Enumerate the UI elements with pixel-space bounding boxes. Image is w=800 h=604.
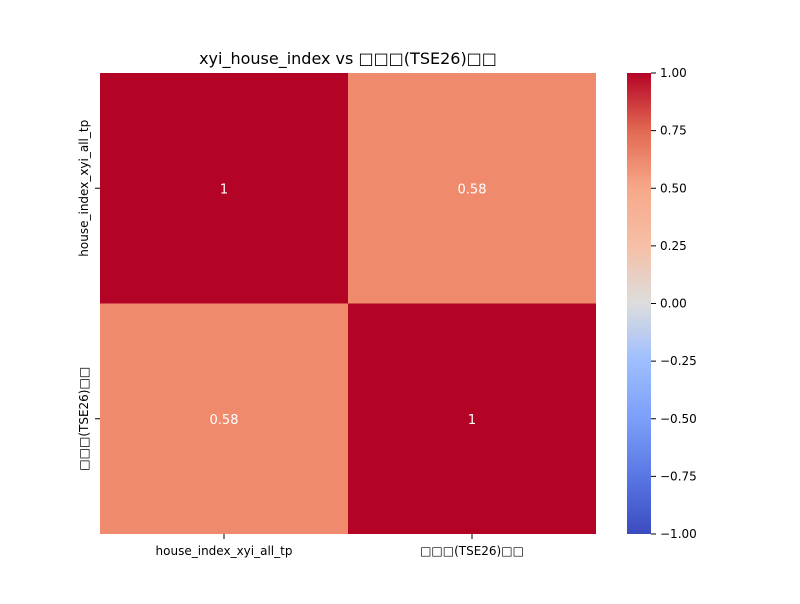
x-tick-label: □□□(TSE26)□□ — [420, 544, 524, 558]
heatmap-cells: 1 0.58 0.58 1 — [100, 73, 596, 534]
cell-annotation: 1 — [220, 182, 228, 197]
y-tick-label: □□□(TSE26)□□ — [77, 367, 91, 471]
colorbar-tick-label: 0.50 — [660, 181, 687, 195]
colorbar-tick-label: −1.00 — [660, 527, 697, 541]
y-tick-label: house_index_xyi_all_tp — [77, 120, 91, 257]
colorbar-tick-label: 0.75 — [660, 124, 687, 138]
colorbar-tick-label: −0.50 — [660, 412, 697, 426]
x-axis: house_index_xyi_all_tp □□□(TSE26)□□ — [156, 534, 524, 558]
heatmap-cell — [100, 73, 348, 304]
heatmap-cell — [348, 73, 596, 304]
colorbar-tick-label: 1.00 — [660, 66, 687, 80]
colorbar-axis: 1.00 0.75 0.50 0.25 0.00 −0.25 −0.50 −0.75 −1.00 — [651, 66, 697, 541]
y-axis: house_index_xyi_all_tp □□□(TSE26)□□ — [77, 120, 100, 471]
colorbar-tick-label: 0.25 — [660, 239, 687, 253]
cell-annotation: 0.58 — [210, 413, 239, 428]
colorbar-tick-label: −0.25 — [660, 354, 697, 368]
x-tick-label: house_index_xyi_all_tp — [156, 544, 293, 558]
cell-annotation: 0.58 — [458, 182, 487, 197]
colorbar-tick-label: −0.75 — [660, 469, 697, 483]
colorbar — [627, 73, 651, 534]
cell-annotation: 1 — [468, 413, 476, 428]
heatmap-cell — [100, 303, 348, 534]
chart-title: xyi_house_index vs □□□(TSE26)□□ — [199, 49, 497, 69]
heatmap-cell — [348, 303, 596, 534]
colorbar-tick-label: 0.00 — [660, 297, 687, 311]
